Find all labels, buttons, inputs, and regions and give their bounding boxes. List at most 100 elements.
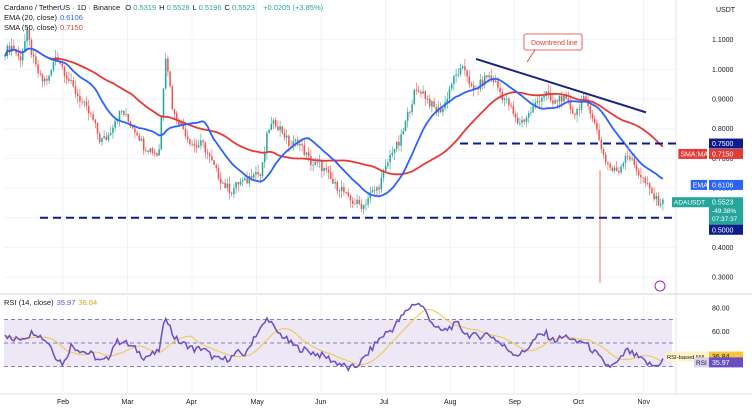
- price-tick-label: 1.0000: [712, 67, 734, 74]
- candle-body: [142, 138, 145, 151]
- candle-body: [367, 198, 369, 205]
- candle-body: [558, 96, 561, 102]
- candle-body: [646, 183, 649, 184]
- candle-body: [68, 78, 70, 81]
- candle-body: [149, 148, 152, 152]
- candle-body: [151, 148, 154, 153]
- candle-body: [356, 199, 358, 205]
- candle-body: [241, 180, 244, 182]
- candle-body: [365, 204, 367, 206]
- candle-body: [450, 84, 453, 89]
- svg-text:ADAUSDT: ADAUSDT: [674, 200, 705, 207]
- month-label: Mar: [122, 399, 135, 406]
- candle-body: [433, 101, 435, 108]
- candle-body: [360, 203, 363, 209]
- candle-body: [488, 75, 490, 78]
- legend-rsi: RSI (14, close) 35.97 36.84: [4, 298, 100, 308]
- rsi-tick-label: 60.00: [712, 329, 730, 336]
- candle-body: [158, 149, 160, 156]
- candle-body: [624, 155, 627, 164]
- candle-body: [435, 107, 438, 113]
- candle-body: [13, 45, 15, 50]
- candle-body: [193, 143, 196, 146]
- candle-body: [226, 183, 229, 188]
- candle-body: [329, 172, 332, 179]
- candle-body: [380, 177, 383, 190]
- candle-body: [479, 79, 482, 90]
- ohlc-h: H 0.5528: [159, 3, 190, 12]
- svg-text:EMA: EMA: [693, 182, 709, 189]
- candle-body: [523, 119, 526, 122]
- candle-body: [607, 162, 609, 164]
- candle-body: [618, 170, 620, 173]
- candle-body: [384, 166, 387, 172]
- candle-body: [631, 158, 633, 160]
- candle-body: [314, 161, 317, 165]
- candle-body: [261, 162, 264, 176]
- candle-body: [622, 163, 625, 167]
- candle-body: [327, 169, 330, 173]
- candle-body: [83, 101, 86, 103]
- candle-body: [431, 101, 433, 107]
- candle-body: [585, 96, 587, 100]
- candle-body: [373, 190, 376, 192]
- candle-body: [120, 110, 123, 112]
- candle-body: [653, 193, 655, 200]
- candle-body: [411, 104, 413, 113]
- candle-body: [81, 101, 83, 103]
- candle-body: [292, 141, 295, 147]
- candle-body: [147, 150, 149, 152]
- legend-symbol: Cardano / TetherUS · 1D · Binance O 0.53…: [4, 3, 326, 13]
- month-label: May: [251, 399, 265, 406]
- candle-body: [233, 188, 235, 195]
- ohlc-l: L 0.5196: [192, 3, 222, 12]
- month-label: Nov: [638, 399, 651, 406]
- candle-body: [303, 145, 306, 155]
- candle-body: [635, 165, 638, 171]
- candle-body: [371, 190, 374, 193]
- candle-body: [472, 85, 475, 90]
- candle-body: [270, 123, 273, 131]
- candle-body: [32, 54, 35, 57]
- candle-body: [50, 70, 53, 76]
- ohlc-c: C 0.5523: [224, 3, 255, 12]
- candle-body: [301, 143, 303, 146]
- indicator-icon[interactable]: [654, 280, 666, 292]
- candle-body: [560, 96, 563, 102]
- candle-body: [596, 122, 598, 130]
- candle-body: [307, 152, 310, 156]
- annotation-box[interactable]: [523, 33, 583, 51]
- candle-body: [505, 98, 508, 100]
- candle-body: [349, 195, 352, 201]
- candle-body: [10, 45, 13, 52]
- price-tick-label: 0.4000: [712, 245, 734, 252]
- resistance-tag: 0.7500: [709, 138, 743, 149]
- candle-body: [483, 75, 486, 85]
- candle-body: [178, 120, 180, 125]
- candle-body: [490, 75, 493, 79]
- candle-body: [252, 174, 255, 178]
- candle-body: [316, 161, 319, 163]
- candle-body: [571, 109, 574, 114]
- candle-body: [235, 182, 237, 189]
- candle-body: [63, 66, 66, 76]
- candle-body: [662, 199, 664, 204]
- candle-body: [499, 87, 501, 93]
- candle-body: [382, 171, 385, 178]
- candle-body: [552, 100, 554, 104]
- candle-body: [37, 64, 39, 74]
- price-tick-label: 0.7000: [712, 156, 734, 163]
- candle-body: [336, 181, 339, 191]
- candle-body: [162, 88, 165, 117]
- candle-body: [263, 152, 266, 163]
- candle-body: [310, 155, 312, 166]
- candle-body: [217, 167, 220, 179]
- candle-body: [637, 170, 640, 175]
- candle-body: [486, 75, 488, 78]
- candle-body: [549, 93, 552, 101]
- candle-body: [345, 192, 347, 193]
- candle-body: [136, 132, 138, 136]
- candle-body: [167, 58, 169, 72]
- candle-body: [354, 203, 356, 205]
